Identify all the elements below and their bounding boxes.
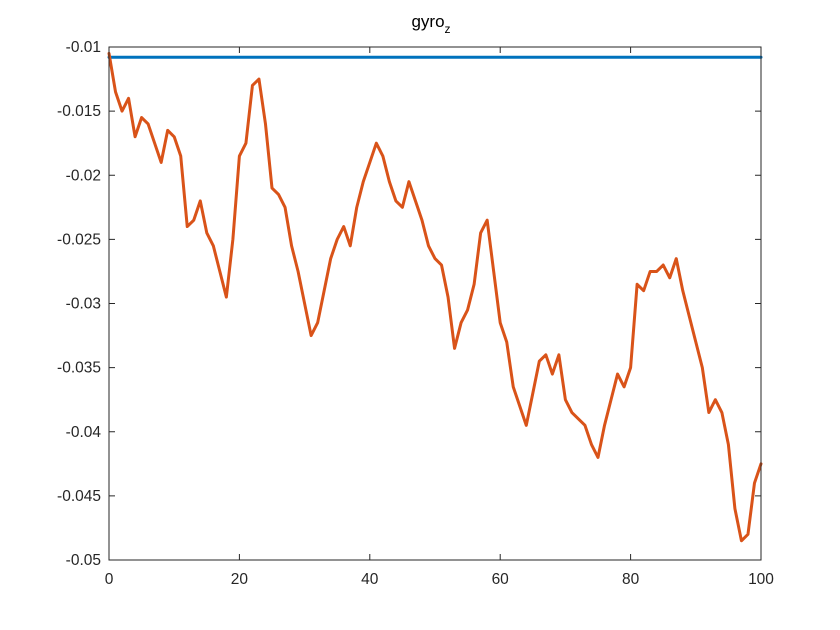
y-tick-label: -0.02 [66,167,101,184]
y-tick-label: -0.04 [66,424,102,441]
y-tick-label: -0.035 [57,360,101,377]
y-tick-label: -0.03 [66,296,101,313]
y-tick-label: -0.01 [66,39,101,56]
x-tick-label: 80 [622,571,640,588]
plot-lines [107,51,763,543]
plot-area [109,47,761,560]
chart-title: gyroz [411,12,450,36]
x-axis: 0 20 40 60 80 100 [105,47,774,588]
chart-title-main: gyro [411,12,444,31]
y-tick-label: -0.025 [57,231,101,248]
x-tick-label: 100 [748,571,774,588]
series-line-2 [107,51,763,543]
chart-title-subscript: z [445,22,451,36]
y-tick-label: -0.015 [57,103,101,120]
x-tick-label: 20 [231,571,249,588]
y-tick-label: -0.05 [66,552,101,569]
x-tick-label: 60 [492,571,510,588]
y-tick-label: -0.045 [57,488,101,505]
x-tick-label: 40 [361,571,379,588]
x-tick-label: 0 [105,571,114,588]
y-axis: -0.05 -0.045 -0.04 -0.035 -0.03 -0.025 -0.02 -0… [57,39,761,569]
